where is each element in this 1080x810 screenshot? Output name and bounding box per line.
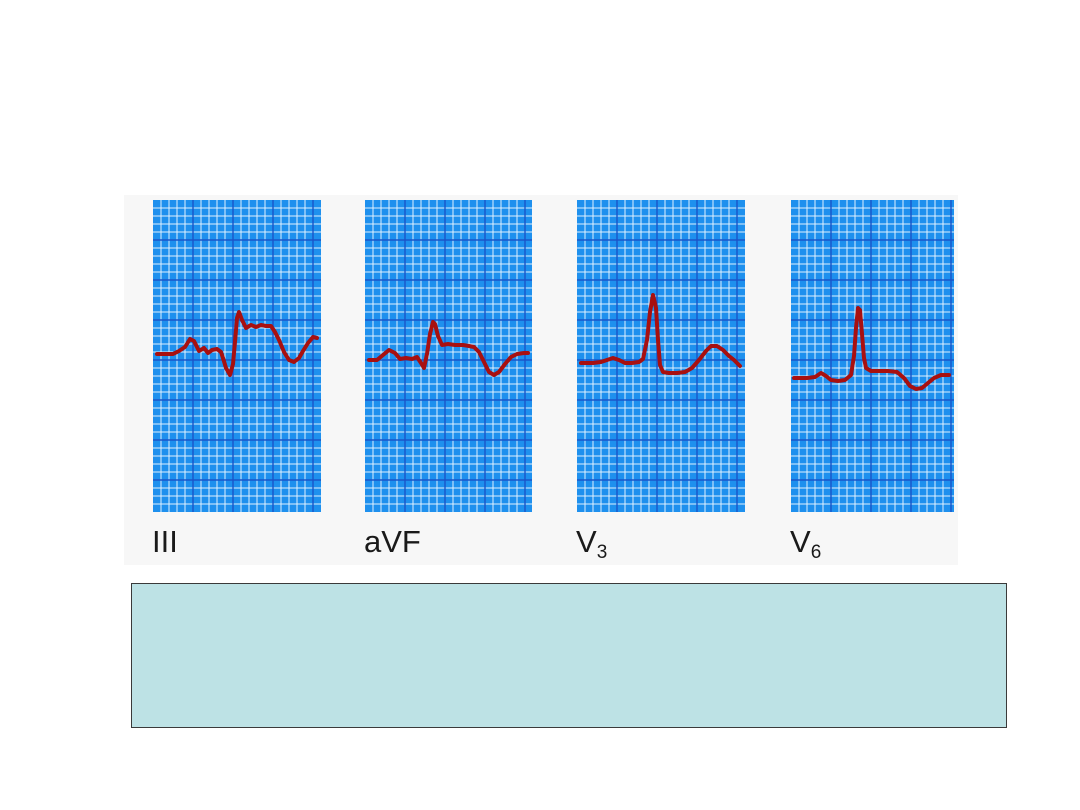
grid-minor-lines xyxy=(791,200,954,512)
lead-label-v6: V6 xyxy=(790,524,822,563)
grid-major-lines xyxy=(365,200,532,512)
ecg-trace xyxy=(792,306,951,391)
caption-box xyxy=(131,583,1007,728)
lead-label-v3: V3 xyxy=(576,524,608,563)
grid-minor-lines xyxy=(577,200,745,512)
ecg-trace xyxy=(367,320,530,377)
grid-major-lines xyxy=(791,200,954,512)
caption-text xyxy=(132,584,1006,620)
grid-minor-lines xyxy=(153,200,321,512)
ecg-strip-lead-iii xyxy=(153,200,321,512)
ecg-strip-lead-v6 xyxy=(791,200,954,512)
lead-label-avf: aVF xyxy=(364,524,421,559)
ecg-trace xyxy=(579,293,742,375)
ecg-strip-lead-v3 xyxy=(577,200,745,512)
grid-major-lines xyxy=(153,200,321,512)
ecg-trace xyxy=(155,310,319,377)
grid-background xyxy=(153,200,321,512)
grid-background xyxy=(365,200,532,512)
lead-label-iii: III xyxy=(152,524,178,559)
ecg-strip-lead-avf xyxy=(365,200,532,512)
ecg-figure: III aVF V3 V6 xyxy=(124,195,958,565)
